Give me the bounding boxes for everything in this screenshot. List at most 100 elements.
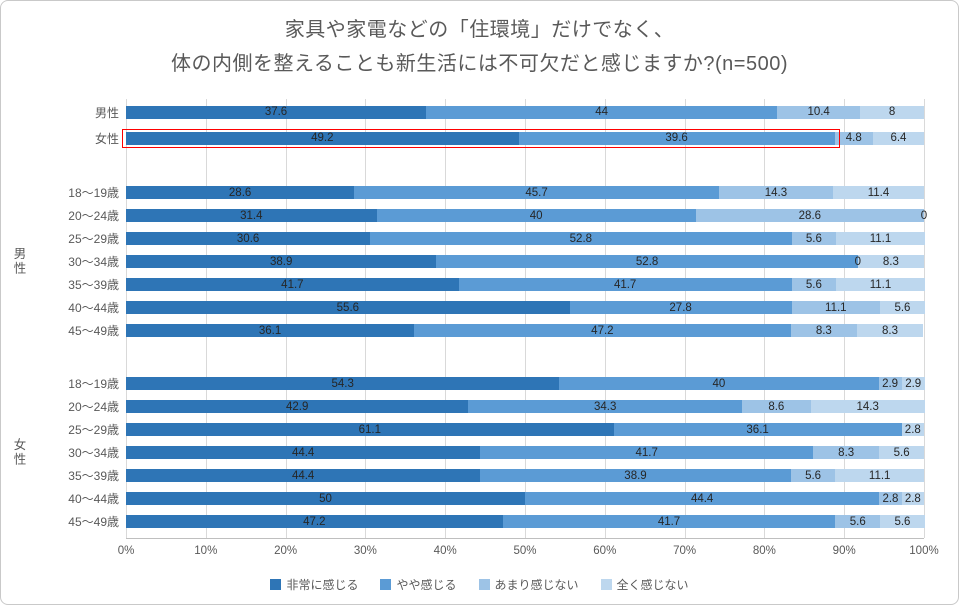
chart-row: 25〜29歳 61.1 36.1 2.8 [29, 418, 924, 441]
row-label: 35〜39歳 [68, 278, 119, 292]
chart-row: 30〜34歳 38.9 52.8 0 8.3 [29, 250, 924, 273]
bar-segment-3: 8.3 [790, 324, 857, 337]
bar-segment-1: 49.2 [126, 131, 519, 145]
data-label: 0 [920, 209, 928, 222]
x-tick: 20% [274, 545, 298, 557]
data-label: 61.1 [358, 423, 381, 436]
data-label: 38.9 [270, 255, 293, 268]
bar-segment-1: 28.6 [126, 186, 355, 199]
data-label: 5.6 [849, 515, 866, 528]
bar-segment-2: 44.4 [525, 492, 880, 505]
chart-row: 45〜49歳 36.1 47.2 8.3 8.3 [29, 319, 924, 342]
x-tick: 30% [353, 545, 377, 557]
data-label: 27.8 [669, 301, 692, 314]
x-tick: 40% [433, 545, 457, 557]
row-label: 25〜29歳 [68, 423, 119, 437]
data-label: 10.4 [807, 106, 830, 118]
gridline [285, 99, 287, 538]
data-label: 2.8 [882, 492, 899, 505]
bar-segment-3: 5.6 [791, 232, 837, 245]
bar-track: 30.6 52.8 5.6 11.1 [126, 232, 925, 245]
data-label: 44.4 [291, 446, 315, 459]
row-label: 18〜19歳 [68, 377, 119, 391]
bar-segment-1: 54.3 [126, 377, 560, 390]
legend-item: 全く感じない [600, 576, 689, 593]
data-label: 14.3 [856, 400, 879, 413]
row-label: 25〜29歳 [68, 232, 119, 246]
bar-segment-2: 44 [426, 105, 778, 119]
gridline [445, 99, 447, 538]
row-label: 30〜34歳 [68, 446, 119, 460]
chart: 男性 37.6 44 10.4 8 女性 49.2 39.6 4.8 6.4 男性 18〜19歳 28.… [9, 99, 939, 560]
legend-swatch [380, 579, 392, 590]
legend-item: やや感じる [380, 576, 457, 593]
bar-segment-1: 50 [126, 492, 525, 505]
bar-segment-1: 31.4 [126, 209, 377, 222]
bar-segment-4: 5.6 [880, 515, 925, 528]
data-label: 2.9 [905, 377, 922, 390]
x-tick: 100% [909, 545, 939, 557]
data-label: 2.8 [904, 492, 921, 505]
data-label: 40 [712, 377, 726, 390]
bar-segment-2: 41.7 [480, 446, 814, 459]
bar-track: 44.4 41.7 8.3 5.6 [126, 446, 924, 459]
data-label: 39.6 [665, 132, 688, 144]
gridline [604, 99, 606, 538]
chart-row: 男性 37.6 44 10.4 8 [29, 99, 924, 125]
bar-track: 42.9 34.3 8.6 14.3 [126, 400, 925, 413]
data-label: 40 [529, 209, 543, 222]
bar-segment-2: 41.7 [502, 515, 836, 528]
bar-segment-2: 39.6 [518, 131, 835, 145]
data-label: 36.1 [746, 423, 769, 436]
row-label: 35〜39歳 [68, 469, 119, 483]
grid-overlay [126, 99, 925, 539]
chart-row: 35〜39歳 41.7 41.7 5.6 11.1 [29, 273, 925, 296]
row-label: 20〜24歳 [68, 209, 119, 223]
data-label: 36.1 [258, 324, 282, 337]
bar-track: 49.2 39.6 4.8 6.4 [122, 128, 924, 148]
legend-label: 非常に感じる [286, 578, 359, 592]
data-label: 44.4 [690, 492, 714, 505]
x-tick: 0% [117, 545, 135, 557]
legend-swatch [270, 579, 282, 590]
bar-segment-3: 14.3 [718, 186, 833, 199]
bar-segment-1: 47.2 [126, 515, 503, 528]
data-label: 45.7 [525, 186, 548, 199]
bar-segment-4: 5.6 [879, 446, 924, 459]
data-label: 52.8 [635, 255, 659, 268]
bar-segment-2: 52.8 [370, 232, 792, 245]
bar-segment-1: 30.6 [126, 232, 371, 245]
bar-segment-1: 61.1 [126, 423, 614, 436]
row-label: 18〜19歳 [68, 186, 119, 200]
chart-row: 20〜24歳 42.9 34.3 8.6 14.3 [29, 395, 925, 418]
data-label: 0 [854, 255, 861, 268]
data-label: 4.8 [845, 132, 862, 144]
legend-label: あまり感じない [494, 578, 579, 592]
chart-row: 40〜44歳 50 44.4 2.8 2.8 [29, 487, 924, 510]
legend-item: 非常に感じる [270, 576, 358, 593]
group-女性: 女性 18〜19歳 54.3 40 2.9 2.9 20〜24歳 42.9 34.3 8.6 14.… [9, 372, 925, 533]
row-label: 20〜24歳 [68, 400, 119, 414]
bar-segment-2: 45.7 [354, 186, 719, 199]
bar-segment-2: 27.8 [569, 301, 792, 314]
data-label: 14.3 [764, 186, 788, 199]
group-rows: 18〜19歳 28.6 45.7 14.3 11.4 20〜24歳 31.4 40 28.6 0 2… [29, 181, 928, 342]
chart-row: 20〜24歳 31.4 40 28.6 0 [29, 204, 928, 227]
group-axis-label: 女性 [11, 438, 26, 467]
data-label: 47.2 [303, 515, 326, 528]
chart-body: 男性 37.6 44 10.4 8 女性 49.2 39.6 4.8 6.4 男性 18〜19歳 28.… [9, 99, 928, 539]
legend-swatch [600, 579, 612, 590]
data-label: 34.3 [593, 400, 617, 413]
chart-title: 家具や家電などの「住環境」だけでなく、 体の内側を整えることも新生活には不可欠だ… [1, 1, 958, 81]
bar-segment-1: 37.6 [126, 105, 427, 119]
bar-segment-3: 28.6 [695, 209, 924, 222]
chart-title-line2: 体の内側を整えることも新生活には不可欠だと感じますか?(n=500) [170, 53, 788, 75]
chart-row: 35〜39歳 44.4 38.9 5.6 11.1 [29, 464, 924, 487]
x-axis: 0% 10% 20% 30% 40% 50% 60% 70% 80% 90% 100% [118, 544, 939, 560]
data-label: 28.6 [228, 186, 252, 199]
bar-segment-4: 8 [860, 105, 924, 119]
bar-track: 54.3 40 2.9 2.9 [126, 377, 925, 390]
bar-segment-3: 4.8 [834, 131, 873, 145]
bar-segment-1: 41.7 [126, 278, 459, 291]
x-tick: 10% [194, 545, 218, 557]
